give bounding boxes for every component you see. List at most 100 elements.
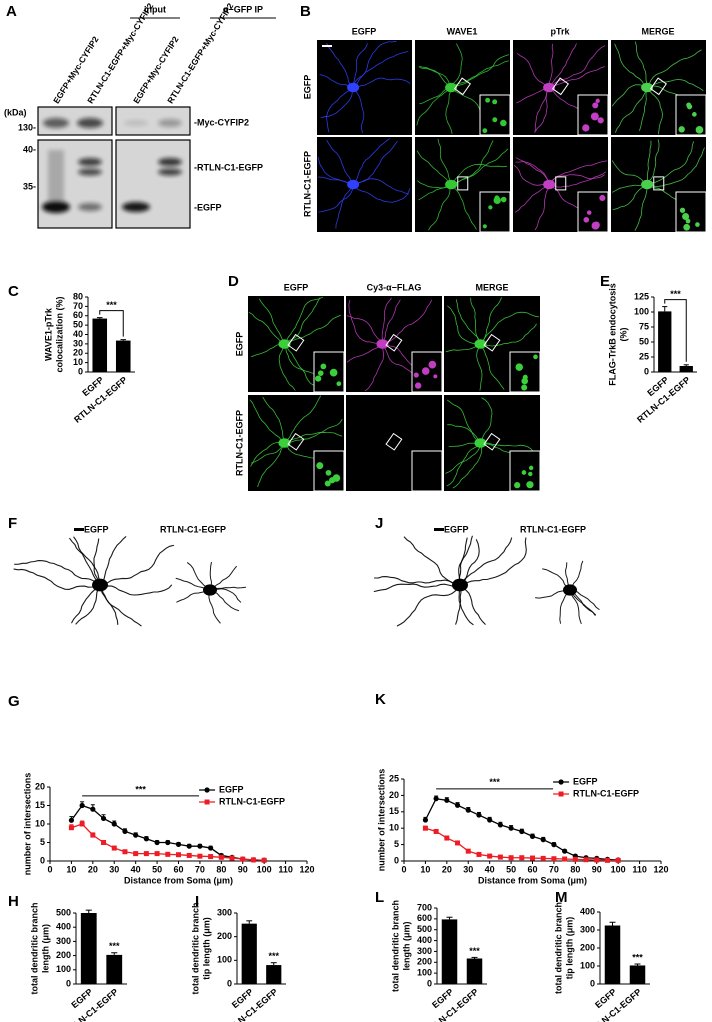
blot-band <box>78 168 102 176</box>
y-tick-label: 0 <box>427 978 432 988</box>
soma <box>347 179 360 190</box>
neurite <box>480 397 493 444</box>
x-tick-label: 60 <box>527 864 537 874</box>
neurite <box>352 138 391 185</box>
y-tick-label: 300 <box>56 936 71 946</box>
bar <box>241 923 257 984</box>
neurite <box>326 43 354 88</box>
y-tick-label: 20 <box>35 781 45 791</box>
neurite <box>612 160 648 185</box>
soma <box>278 339 291 349</box>
neurite <box>352 43 368 88</box>
marker <box>540 855 546 861</box>
marker <box>165 839 171 846</box>
neurite <box>416 150 452 185</box>
neurite <box>382 299 401 345</box>
y-axis-label: total dendritic branch <box>553 902 563 994</box>
y-axis-label: length (μm) <box>40 924 50 973</box>
x-tick-label: 110 <box>278 864 293 874</box>
neurite <box>646 140 652 185</box>
y-tick-label: 0 <box>590 978 595 988</box>
soma <box>445 82 458 93</box>
soma <box>543 82 556 93</box>
y-tick-label: 100 <box>217 955 232 965</box>
y-tick-label: 25 <box>389 773 399 783</box>
soma <box>543 179 556 190</box>
neurite <box>480 297 502 345</box>
panel-label: A <box>6 3 17 20</box>
legend-label: RTLN-C1-EGFP <box>573 788 639 798</box>
marker <box>208 854 214 860</box>
panel-label: G <box>8 693 20 710</box>
neurite <box>515 161 550 185</box>
neurite <box>646 79 704 91</box>
neurite <box>278 343 296 391</box>
y-tick-label: 200 <box>217 931 232 941</box>
roi-box <box>551 77 569 96</box>
neurite <box>364 343 385 392</box>
inset-puncta <box>599 194 606 202</box>
panel-label: L <box>375 889 384 906</box>
y-tick-label: 400 <box>417 935 432 945</box>
marker <box>529 833 536 840</box>
panel-label: B <box>300 3 311 20</box>
y-axis-label: (%) <box>618 328 628 342</box>
marker <box>122 849 128 855</box>
y-tick-label: 0 <box>227 978 232 988</box>
roi-box <box>457 176 469 191</box>
x-tick-label: 40 <box>485 864 495 874</box>
neurite <box>352 184 411 203</box>
y-axis-label: colocalization (%) <box>54 296 64 372</box>
y-tick-label: 30 <box>73 338 83 348</box>
inset-puncta <box>695 125 704 134</box>
x-tick-label: 100 <box>611 864 626 874</box>
y-axis-label: length (μm) <box>401 921 411 970</box>
marker <box>433 796 439 802</box>
inset-puncta <box>678 126 685 133</box>
micrograph <box>317 40 412 135</box>
y-tick-label: 20 <box>389 790 399 800</box>
y-tick-label: 75 <box>639 321 649 331</box>
y-tick-label: 125 <box>634 291 649 301</box>
y-axis-label: total dendritic branch <box>390 900 400 992</box>
x-tick-label: 20 <box>442 864 452 874</box>
y-tick-label: 100 <box>634 306 649 316</box>
marker <box>422 817 429 823</box>
marker <box>530 855 535 861</box>
neurite <box>99 584 173 596</box>
marker <box>454 802 461 808</box>
scale-bar <box>74 528 84 531</box>
inset-puncta <box>315 375 322 382</box>
row-label: RTLN-C1-EGFP <box>302 151 312 217</box>
x-tick-label: 80 <box>570 864 580 874</box>
inset <box>675 191 707 233</box>
neurite <box>437 138 452 185</box>
marker <box>133 832 139 838</box>
inset-puncta <box>413 372 419 378</box>
y-tick-label: 300 <box>580 924 595 934</box>
inset-puncta <box>521 384 528 391</box>
neurite <box>317 176 354 185</box>
marker <box>143 851 149 857</box>
y-axis-label: number of intersections <box>22 773 32 876</box>
neurite <box>257 442 285 488</box>
soma <box>563 584 577 596</box>
y-tick-label: 100 <box>56 964 71 974</box>
blot-membrane <box>115 139 191 229</box>
marker <box>562 848 568 854</box>
inset-puncta <box>528 471 533 477</box>
inset-puncta <box>485 97 491 103</box>
y-tick-label: 80 <box>73 291 83 301</box>
inset-puncta <box>421 367 430 375</box>
panel-label: J <box>375 515 383 532</box>
neurite <box>14 560 101 586</box>
bar <box>441 919 458 984</box>
neurite <box>447 399 481 444</box>
roi-box <box>385 432 403 451</box>
inset-puncta <box>428 360 437 369</box>
neurite <box>458 584 474 626</box>
inset-puncta <box>583 216 590 223</box>
significance-label: *** <box>632 952 643 962</box>
neurite <box>428 184 452 231</box>
neurite <box>646 49 702 88</box>
